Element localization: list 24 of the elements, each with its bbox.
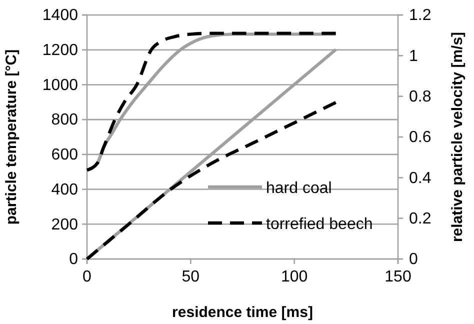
x-tick-label: 0 [82,268,92,286]
y-tick-label: 800 [51,112,78,129]
y-tick-label: 1000 [42,76,78,94]
legend-label: hard coal [266,180,332,197]
x-tick-label: 50 [182,268,200,286]
y-axis-title: particle temperature [°C] [3,49,20,225]
y2-tick-label: 1 [409,48,418,65]
y2-tick-label: 0.6 [409,129,432,146]
y2-tick-label: 0 [409,251,418,268]
y2-axis-title: relative particle velocity [m/s] [449,32,466,242]
x-tick-label: 100 [280,268,308,286]
y2-tick-label: 0.2 [409,210,432,228]
y2-tick-label: 1.2 [409,7,432,24]
y-tick-label: 400 [51,181,78,198]
y-tick-label: 1200 [42,42,78,59]
x-axis-title: residence time [ms] [172,304,313,321]
y-tick-label: 1400 [42,7,78,24]
y-tick-label: 600 [51,146,78,164]
legend-label: torrefied beech [266,216,373,233]
x-tick-label: 150 [384,268,412,286]
y2-tick-label: 0.8 [409,88,432,106]
y-tick-label: 200 [51,216,78,234]
y2-tick-label: 0.4 [409,170,432,187]
y-tick-label: 0 [69,251,78,268]
